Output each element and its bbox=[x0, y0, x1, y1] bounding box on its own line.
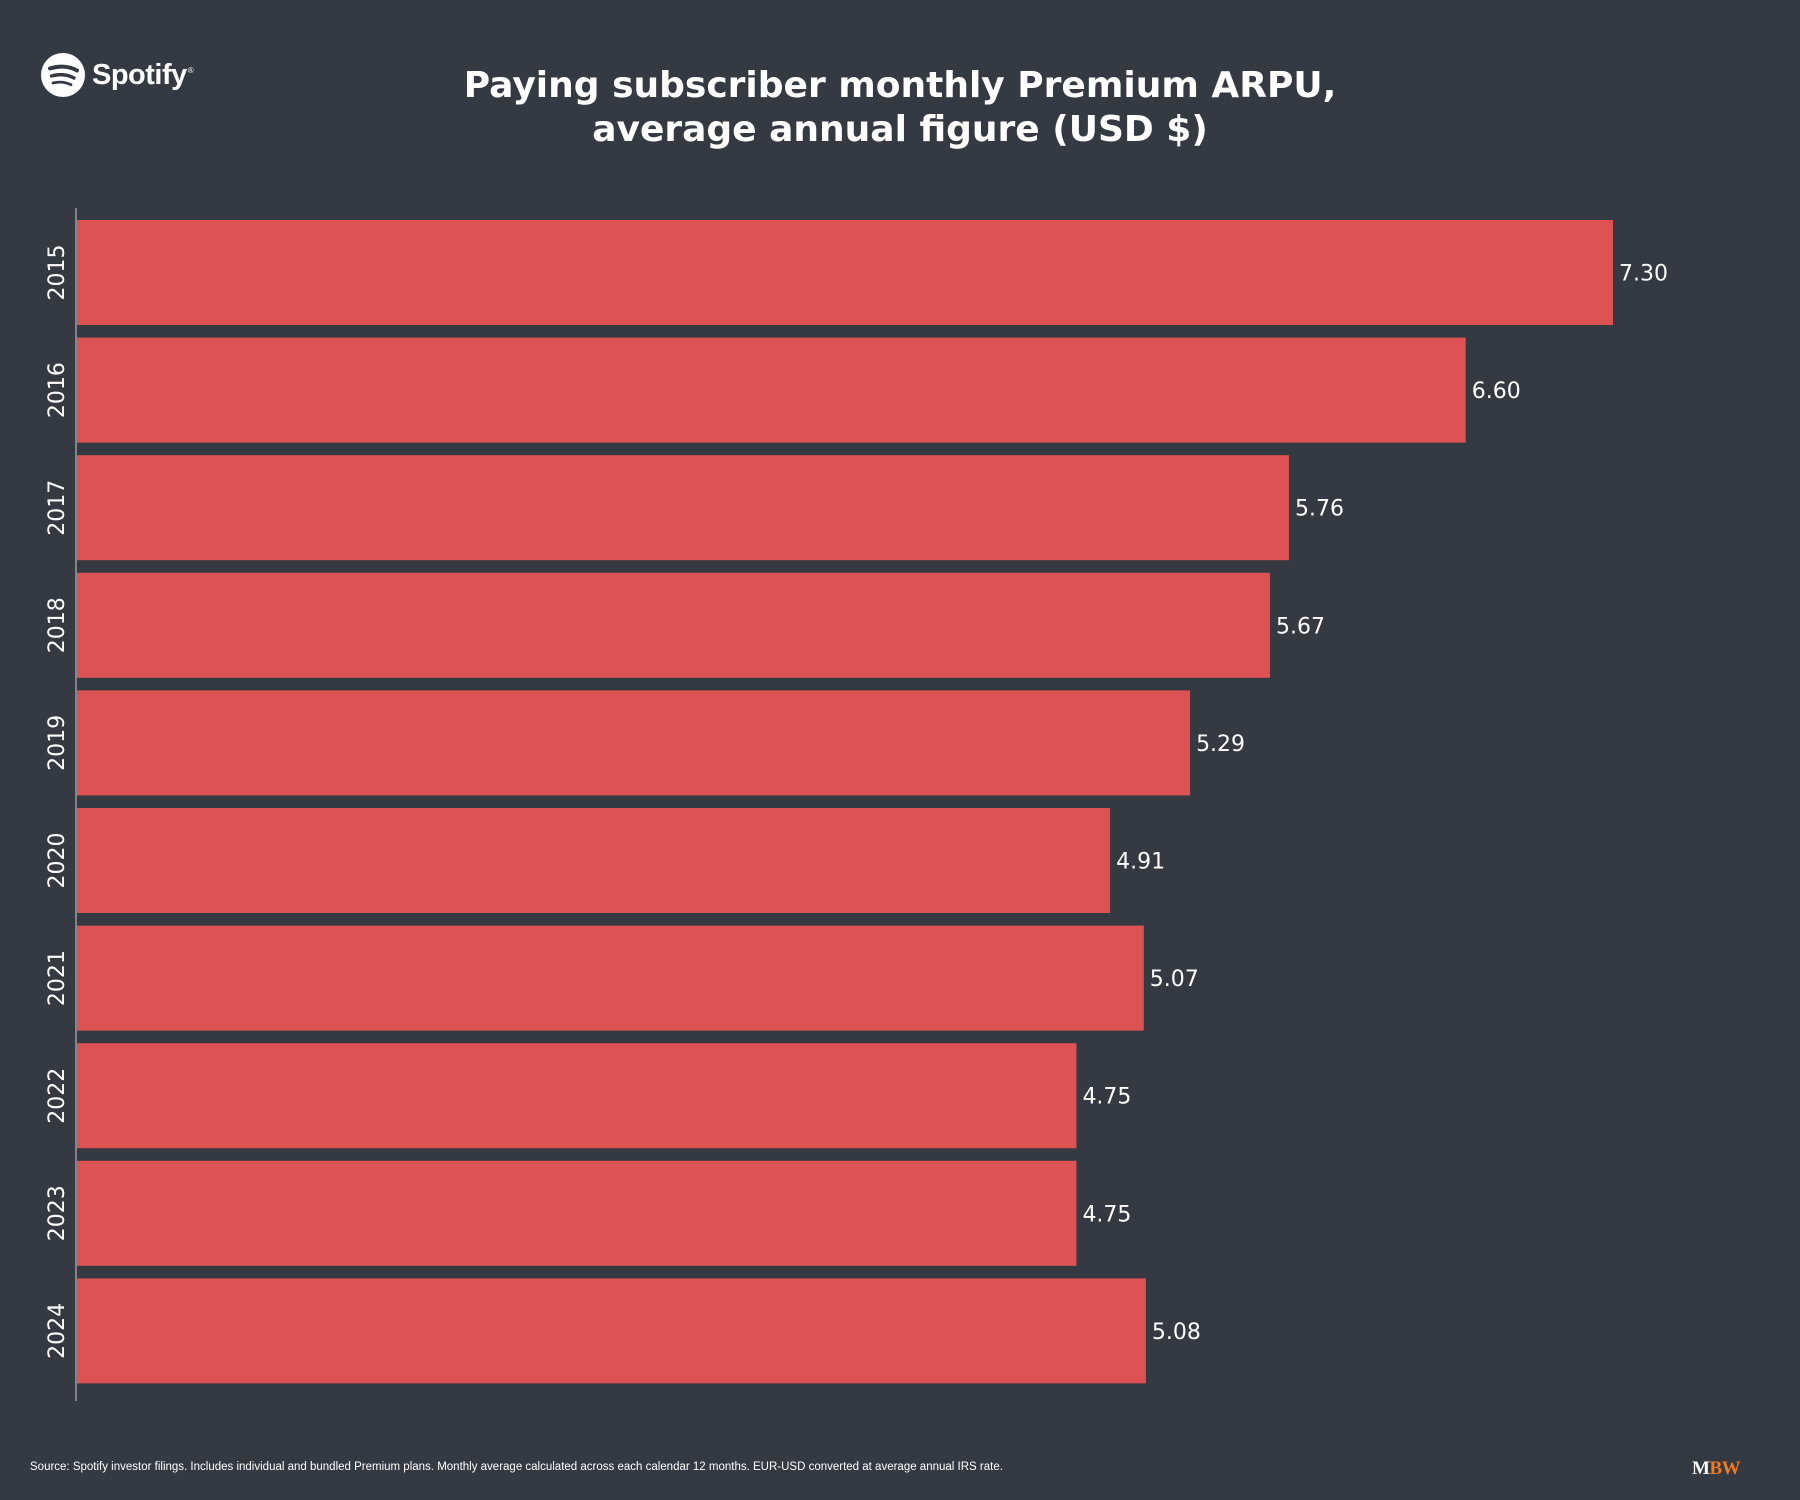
bar-value-label-2015: 7.30 bbox=[1619, 262, 1668, 287]
bar-2021 bbox=[77, 925, 1144, 1031]
spotify-icon bbox=[41, 53, 85, 97]
bar-value-label-2021: 5.07 bbox=[1150, 967, 1199, 992]
bar-2023 bbox=[77, 1160, 1077, 1266]
registered-mark: ® bbox=[187, 66, 194, 75]
bar-2022 bbox=[77, 1043, 1077, 1149]
bar-2017 bbox=[77, 455, 1289, 561]
chart-title-line1: Paying subscriber monthly Premium ARPU, bbox=[463, 65, 1337, 106]
source-note: Source: Spotify investor filings. Includ… bbox=[30, 1461, 1003, 1473]
mbw-logo-bw: BW bbox=[1709, 1458, 1741, 1479]
y-tick-label-2019: 2019 bbox=[45, 715, 70, 771]
bar-value-label-2020: 4.91 bbox=[1116, 850, 1165, 875]
bar-value-label-2024: 5.08 bbox=[1152, 1320, 1201, 1345]
bar-value-label-2019: 5.29 bbox=[1196, 732, 1245, 757]
bar-value-label-2016: 6.60 bbox=[1472, 379, 1521, 404]
mbw-logo-m: M bbox=[1692, 1458, 1710, 1479]
chart-title-line2: average annual figure (USD $) bbox=[592, 109, 1208, 150]
bar-2020 bbox=[77, 808, 1111, 913]
y-tick-label-2020: 2020 bbox=[45, 833, 70, 889]
y-tick-label-2023: 2023 bbox=[45, 1185, 70, 1241]
bar-value-label-2017: 5.76 bbox=[1295, 497, 1344, 522]
bar-2016 bbox=[77, 337, 1466, 443]
y-tick-label-2022: 2022 bbox=[45, 1068, 70, 1124]
y-tick-label-2015: 2015 bbox=[45, 245, 70, 301]
spotify-logo-text: Spotify bbox=[92, 58, 187, 91]
y-tick-label-2024: 2024 bbox=[45, 1303, 70, 1359]
bar-value-label-2023: 4.75 bbox=[1082, 1202, 1131, 1227]
bar-2018 bbox=[77, 572, 1271, 678]
bar-2019 bbox=[77, 690, 1191, 796]
y-tick-label-2021: 2021 bbox=[45, 950, 70, 1006]
chart-title: Paying subscriber monthly Premium ARPU, … bbox=[0, 64, 1800, 152]
bar-2024 bbox=[77, 1278, 1146, 1384]
spotify-logo: Spotify ® bbox=[40, 52, 194, 98]
bar-value-label-2018: 5.67 bbox=[1276, 614, 1325, 639]
bar-value-label-2022: 4.75 bbox=[1082, 1085, 1131, 1110]
y-tick-label-2018: 2018 bbox=[45, 597, 70, 653]
y-tick-label-2016: 2016 bbox=[45, 362, 70, 418]
mbw-logo: MBW bbox=[1692, 1458, 1741, 1480]
bar-2015 bbox=[77, 220, 1613, 325]
y-tick-label-2017: 2017 bbox=[45, 480, 70, 536]
